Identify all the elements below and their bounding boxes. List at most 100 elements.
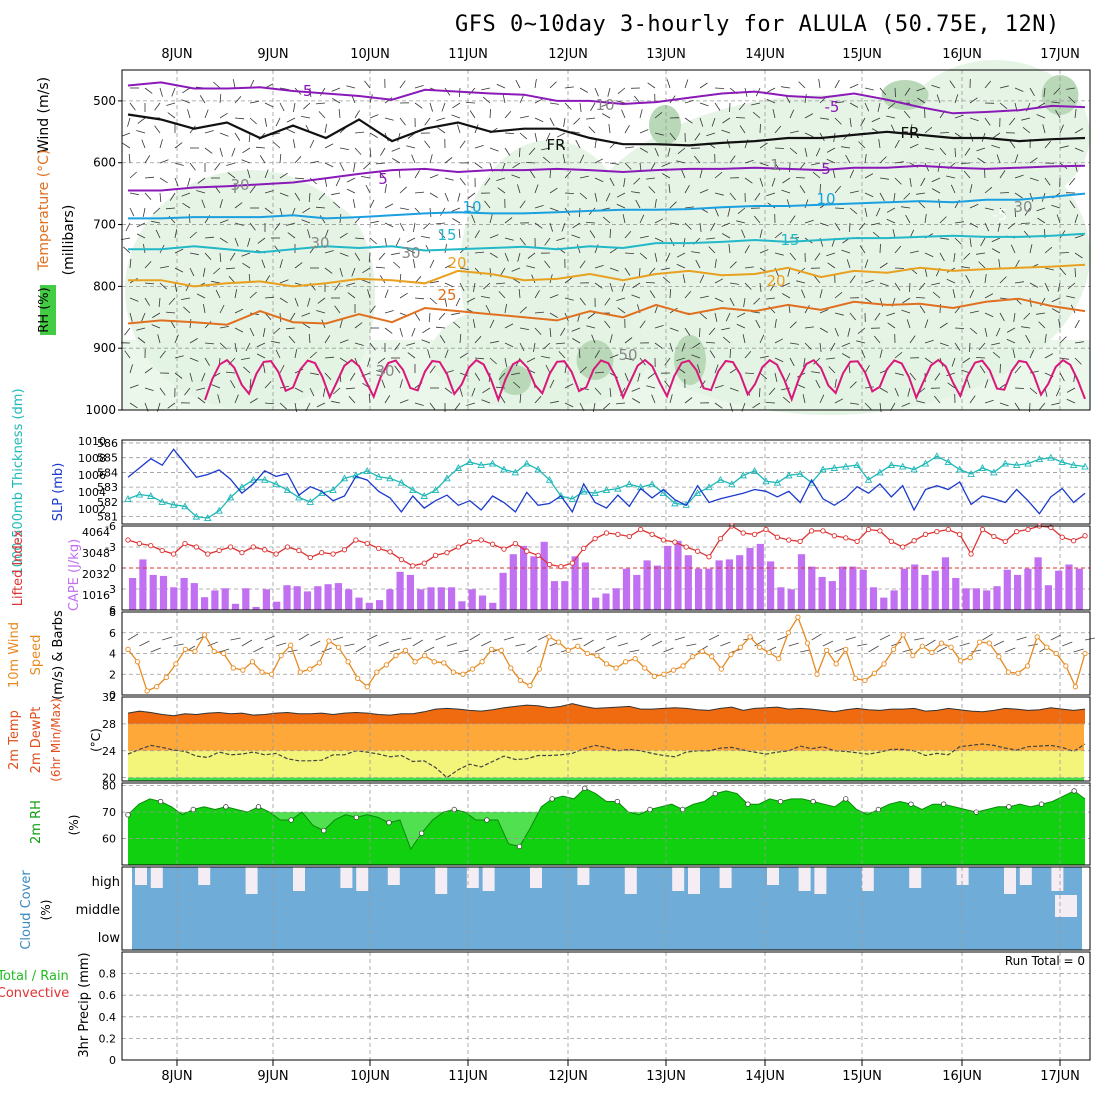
wind-barb <box>616 192 626 198</box>
wind-barb <box>1036 207 1046 212</box>
wind-barb <box>648 186 656 194</box>
cape-bar <box>509 554 517 610</box>
cloud-gap <box>956 867 969 885</box>
lifted-index-point <box>786 537 792 543</box>
wind-barb <box>185 282 191 292</box>
wind-barb <box>691 251 701 254</box>
wind-barb <box>572 222 581 229</box>
wind-barb <box>369 199 375 209</box>
wind-barb <box>219 342 227 350</box>
wind-speed-point <box>603 661 610 667</box>
wind-barb <box>474 162 483 169</box>
wind-barb <box>1014 87 1024 92</box>
lifted-index-point <box>581 545 587 552</box>
wind-barb <box>617 307 626 314</box>
cape-bar <box>993 586 1001 610</box>
temp-tick-label: 28 <box>102 718 116 731</box>
wind-barb <box>875 207 881 217</box>
cape-bar <box>159 575 168 610</box>
temp-line <box>127 703 1086 717</box>
wind-barb <box>234 96 242 104</box>
band-20-24 <box>128 750 1084 778</box>
wind-barb <box>901 206 911 209</box>
wind-barb <box>197 177 206 184</box>
wind-barb <box>681 342 686 352</box>
wind-barb <box>219 93 222 104</box>
wind-barb <box>534 79 537 89</box>
wind-barb <box>549 294 559 299</box>
wind-barb <box>561 222 566 232</box>
wind-barb <box>263 364 266 374</box>
wind-barb-10m <box>936 646 948 653</box>
wind-barb <box>624 146 634 149</box>
date-label-bottom: 17JUN <box>1040 1069 1080 1084</box>
wind-barb <box>1021 326 1031 329</box>
wind-barb <box>294 177 305 180</box>
wind-barb <box>645 282 656 284</box>
wind-barb <box>1044 177 1051 186</box>
wind-barb <box>474 372 481 381</box>
wind-barb <box>122 142 131 149</box>
wind-barb <box>482 96 491 104</box>
thickness-line <box>127 455 1086 519</box>
wind-barb <box>472 319 476 329</box>
wind-barb <box>459 267 469 270</box>
contour-label: 5 <box>821 160 831 178</box>
wind-barb <box>369 237 377 245</box>
rh2m-point <box>777 798 784 805</box>
cloud-gap <box>293 867 305 891</box>
wind-barb <box>894 161 904 164</box>
wind-speed-point <box>804 640 811 646</box>
wind-barb <box>729 261 737 269</box>
lifted-index-point <box>1013 528 1020 535</box>
wind-barb <box>279 102 285 112</box>
lifted-index-point <box>239 549 245 556</box>
lifted-index-point <box>558 563 564 570</box>
wind-barb-10m <box>162 636 173 641</box>
wind-barb <box>759 142 768 149</box>
wind-barb <box>429 102 433 112</box>
wind-barb <box>753 297 761 305</box>
wind-barb <box>894 87 896 98</box>
wind-speed-point <box>297 669 303 675</box>
wind-barb <box>549 187 558 194</box>
cape-bar <box>540 541 548 610</box>
wind-barb <box>219 199 223 209</box>
wind-barb <box>427 349 431 359</box>
cloud-gap <box>245 867 258 894</box>
wind-barb <box>1014 365 1022 374</box>
wind-barb <box>459 177 466 186</box>
wind-barb <box>309 387 315 397</box>
wind-barb <box>864 402 872 410</box>
wind-barb <box>669 327 679 332</box>
wind-barb-10m <box>754 639 765 647</box>
wind-barb <box>174 142 183 149</box>
contour-label: -5 <box>993 206 1008 224</box>
cape-bar <box>653 565 661 610</box>
wind-barb <box>352 199 356 209</box>
wind-barb <box>768 387 776 396</box>
wind-barb <box>789 215 796 224</box>
wind-barb <box>858 141 866 149</box>
wind-barb <box>813 275 821 284</box>
cape-bar <box>931 570 939 610</box>
wind-barb <box>819 222 829 227</box>
cape-bar <box>530 556 538 610</box>
cloud-gap <box>482 867 495 891</box>
wind-barb <box>573 117 581 125</box>
wind-barb <box>909 250 919 254</box>
wind-barb <box>1014 174 1024 179</box>
wind-barb <box>354 147 362 155</box>
wind-barb <box>399 207 409 210</box>
wind-barb <box>861 349 866 359</box>
wind-barb <box>183 306 191 314</box>
thickness-tick-label: 584 <box>97 466 118 479</box>
wind-speed-point <box>221 650 227 657</box>
wind-barb <box>414 85 424 89</box>
wind-barb <box>684 185 690 194</box>
wind-barb <box>632 398 641 404</box>
wind-barb <box>976 252 986 255</box>
cape-bar <box>252 606 260 610</box>
wind-barb <box>946 278 956 284</box>
